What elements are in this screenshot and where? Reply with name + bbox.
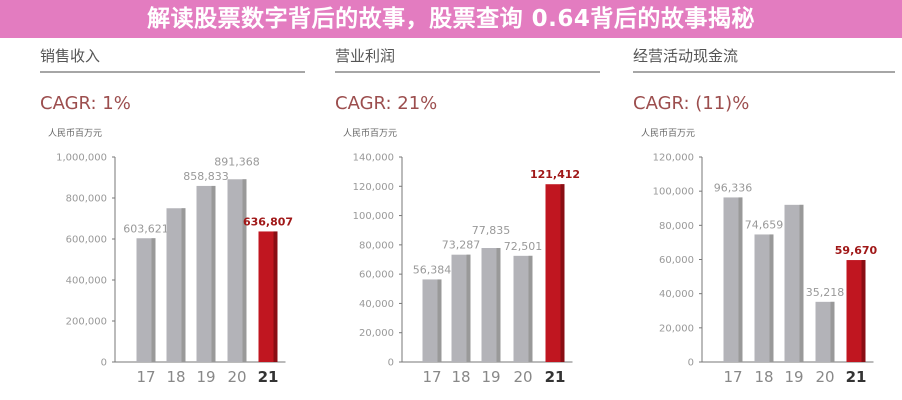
x-tick-label: 19 <box>784 368 803 386</box>
bar-shade <box>151 238 156 362</box>
y-tick-label: 0 <box>101 358 107 369</box>
bar-shade <box>466 254 471 362</box>
data-label: 56,384 <box>413 263 452 276</box>
bar-shade <box>528 255 533 362</box>
y-tick-label: 20,000 <box>659 323 694 334</box>
y-tick-label: 40,000 <box>659 289 694 300</box>
unit-label: 人民币百万元 <box>343 128 397 139</box>
bar-17 <box>723 197 743 362</box>
x-tick-label: 21 <box>846 368 867 386</box>
banner-title: 解读股票数字背后的故事，股票查询 0.64背后的故事揭秘 <box>147 6 755 32</box>
x-tick-label: 21 <box>258 368 279 386</box>
x-tick-label: 18 <box>166 368 185 386</box>
bar-shade <box>496 248 501 362</box>
y-tick-label: 100,000 <box>353 211 394 222</box>
bar-21 <box>846 260 866 362</box>
x-tick-label: 20 <box>513 368 532 386</box>
y-tick-label: 80,000 <box>359 240 394 251</box>
bar-19 <box>481 248 501 362</box>
bar-shade <box>273 231 278 362</box>
bar-shade <box>799 204 804 362</box>
bar-19 <box>196 185 216 362</box>
data-label: 73,287 <box>442 239 481 252</box>
cagr-label: CAGR: 1% <box>40 93 131 114</box>
x-tick-label: 17 <box>136 368 155 386</box>
x-tick-label: 18 <box>451 368 470 386</box>
y-tick-label: 400,000 <box>66 276 107 287</box>
bar-18 <box>754 234 774 362</box>
title-banner: 解读股票数字背后的故事，股票查询 0.64背后的故事揭秘 <box>0 0 902 38</box>
y-tick-label: 200,000 <box>66 317 107 328</box>
y-tick-label: 600,000 <box>66 235 107 246</box>
bar-shade <box>560 184 565 362</box>
x-tick-label: 19 <box>196 368 215 386</box>
x-tick-label: 19 <box>481 368 500 386</box>
y-tick-label: 120,000 <box>353 182 394 193</box>
y-tick-label: 60,000 <box>659 255 694 266</box>
x-tick-label: 20 <box>227 368 246 386</box>
chart-title: 经营活动现金流 <box>633 47 738 65</box>
chart-title: 销售收入 <box>40 47 100 65</box>
y-tick-label: 140,000 <box>353 153 394 164</box>
x-tick-label: 20 <box>815 368 834 386</box>
data-label: 77,835 <box>472 224 511 237</box>
bar-17 <box>422 279 442 362</box>
x-tick-label: 18 <box>754 368 773 386</box>
y-tick-label: 60,000 <box>359 270 394 281</box>
data-label: 59,670 <box>835 244 878 257</box>
bar-shade <box>242 179 247 362</box>
y-tick-label: 0 <box>688 358 694 369</box>
bar-18 <box>166 208 186 362</box>
bar-shade <box>861 260 866 362</box>
unit-label: 人民币百万元 <box>48 128 102 139</box>
cagr-label: CAGR: (11)% <box>633 93 749 114</box>
data-label: 603,621 <box>123 222 169 235</box>
data-label: 858,833 <box>183 170 229 183</box>
y-tick-label: 40,000 <box>359 299 394 310</box>
bar-shade <box>769 234 774 362</box>
y-tick-label: 120,000 <box>653 153 694 164</box>
bar-21 <box>545 184 565 362</box>
y-tick-label: 1,000,000 <box>56 153 107 164</box>
bar-21 <box>258 231 278 362</box>
cagr-label: CAGR: 21% <box>335 93 437 114</box>
y-tick-label: 20,000 <box>359 328 394 339</box>
chart-title: 营业利润 <box>335 47 395 65</box>
bar-shade <box>738 197 743 362</box>
x-tick-label: 21 <box>545 368 566 386</box>
y-tick-label: 100,000 <box>653 187 694 198</box>
bar-20 <box>815 301 835 362</box>
data-label: 96,336 <box>714 181 753 194</box>
data-label: 891,368 <box>214 155 260 168</box>
bar-19 <box>784 204 804 362</box>
bar-shade <box>830 301 835 362</box>
bar-shade <box>211 185 216 362</box>
data-label: 74,659 <box>745 218 784 231</box>
bar-20 <box>513 255 533 362</box>
data-label: 121,412 <box>530 168 580 181</box>
data-label: 72,501 <box>504 240 543 253</box>
y-tick-label: 80,000 <box>659 221 694 232</box>
y-tick-label: 800,000 <box>66 194 107 205</box>
data-label: 636,807 <box>243 215 293 228</box>
y-tick-label: 0 <box>388 358 394 369</box>
bar-17 <box>136 238 156 362</box>
bar-18 <box>451 254 471 362</box>
x-tick-label: 17 <box>723 368 742 386</box>
bar-20 <box>227 179 247 362</box>
unit-label: 人民币百万元 <box>641 128 695 139</box>
x-tick-label: 17 <box>422 368 441 386</box>
bar-shade <box>437 279 442 362</box>
bar-shade <box>181 208 186 362</box>
data-label: 35,218 <box>806 286 845 299</box>
